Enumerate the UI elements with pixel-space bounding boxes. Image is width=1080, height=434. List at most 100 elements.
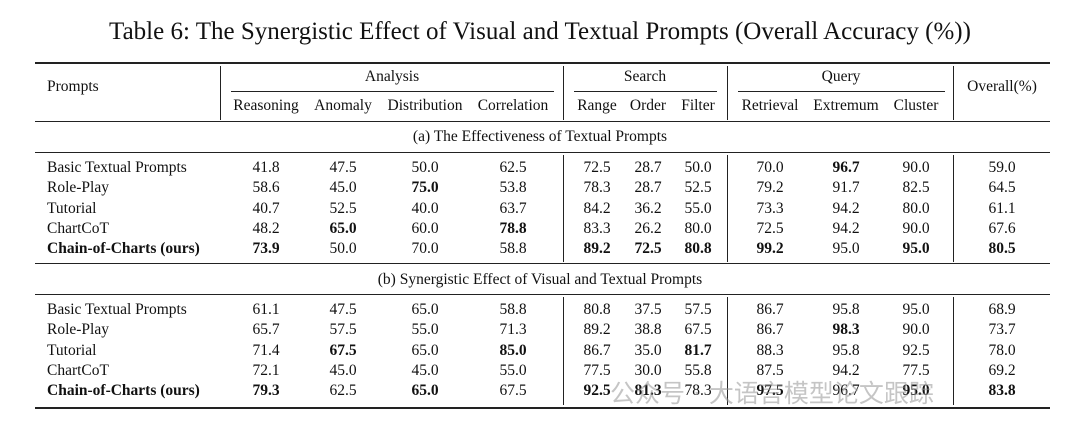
table-cell: 58.8 — [499, 240, 527, 258]
table-cell: 36.2 — [634, 199, 662, 217]
table-cell: 79.3 — [252, 382, 280, 400]
row-label: Basic Textual Prompts — [47, 301, 187, 318]
section-a-rule — [35, 152, 1050, 153]
table-cell: 50.0 — [684, 159, 712, 176]
table-cell: 90.0 — [902, 321, 930, 339]
table-cell: 45.0 — [329, 361, 357, 379]
group-query: Query — [821, 68, 861, 85]
table-cell: 69.2 — [988, 361, 1016, 379]
table-cell: 53.8 — [499, 179, 527, 197]
table-cell: 26.2 — [634, 219, 662, 237]
table-cell: 65.7 — [252, 321, 280, 339]
table-cell: 86.7 — [756, 301, 784, 318]
table-cell: 68.9 — [988, 301, 1016, 318]
table-cell: 90.0 — [902, 219, 930, 237]
table-cell: 73.9 — [252, 240, 280, 258]
header-divider — [727, 66, 728, 120]
analysis-underline — [231, 91, 554, 92]
table-cell: 95.8 — [832, 341, 860, 359]
table-cell: 55.0 — [411, 321, 439, 339]
col-anomaly: Anomaly — [314, 97, 372, 114]
table-cell: 67.5 — [499, 382, 527, 400]
table-cell: 45.0 — [329, 179, 357, 197]
group-search: Search — [623, 68, 667, 85]
table-cell: 67.5 — [329, 341, 357, 359]
table-cell: 55.0 — [684, 199, 712, 217]
table-cell: 78.3 — [583, 179, 611, 197]
table-cell: 78.8 — [499, 219, 527, 237]
table-cell: 61.1 — [988, 199, 1016, 217]
table-cell: 78.0 — [988, 341, 1016, 359]
table-cell: 30.0 — [634, 361, 662, 379]
group-analysis: Analysis — [364, 68, 420, 85]
table-cell: 62.5 — [499, 159, 527, 176]
table-cell: 72.1 — [252, 361, 280, 379]
table-cell: 47.5 — [329, 159, 357, 176]
column-divider — [953, 297, 954, 405]
table-cell: 86.7 — [756, 321, 784, 339]
row-label: Role-Play — [47, 321, 109, 339]
table-cell: 91.7 — [832, 179, 860, 197]
bottom-rule — [35, 407, 1050, 409]
header-divider — [220, 66, 221, 120]
table-cell: 81.7 — [684, 341, 712, 359]
table-cell: 52.5 — [329, 199, 357, 217]
top-rule — [35, 62, 1050, 64]
table-cell: 50.0 — [411, 159, 439, 176]
column-divider — [563, 297, 564, 405]
table-cell: 80.8 — [583, 301, 611, 318]
table-cell: 82.5 — [902, 179, 930, 197]
column-divider — [953, 155, 954, 262]
column-divider — [727, 155, 728, 262]
table-cell: 95.0 — [902, 382, 930, 400]
table-cell: 92.5 — [902, 341, 930, 359]
table-cell: 75.0 — [411, 179, 439, 197]
table-cell: 61.1 — [252, 301, 280, 318]
table-cell: 45.0 — [411, 361, 439, 379]
table-cell: 65.0 — [411, 382, 439, 400]
header-overall: Overall(%) — [967, 78, 1037, 95]
table-cell: 73.7 — [988, 321, 1016, 339]
header-prompts: Prompts — [47, 78, 99, 95]
table-cell: 95.0 — [902, 240, 930, 258]
table-cell: 57.5 — [329, 321, 357, 339]
table-cell: 99.2 — [756, 240, 784, 258]
table-cell: 80.5 — [988, 240, 1016, 258]
table-cell: 80.0 — [902, 199, 930, 217]
table-cell: 96.7 — [832, 159, 860, 176]
table-cell: 95.0 — [832, 240, 860, 258]
col-range: Range — [577, 97, 617, 114]
table-cell: 87.5 — [756, 361, 784, 379]
table-cell: 64.5 — [988, 179, 1016, 197]
table-cell: 57.5 — [684, 301, 712, 318]
table-cell: 83.3 — [583, 219, 611, 237]
header-divider — [953, 66, 954, 120]
table-cell: 94.2 — [832, 199, 860, 217]
table-cell: 83.8 — [988, 382, 1016, 400]
row-label: ChartCoT — [47, 219, 109, 237]
table-cell: 58.8 — [499, 301, 527, 318]
row-label: Basic Textual Prompts — [47, 159, 187, 176]
row-label: Chain-of-Charts (ours) — [47, 240, 200, 258]
table-cell: 65.0 — [411, 341, 439, 359]
row-label: Chain-of-Charts (ours) — [47, 382, 200, 400]
table-cell: 40.7 — [252, 199, 280, 217]
table-cell: 38.8 — [634, 321, 662, 339]
table-cell: 65.0 — [329, 219, 357, 237]
col-extremum: Extremum — [813, 97, 879, 114]
col-order: Order — [629, 97, 667, 114]
midrule — [35, 263, 1050, 264]
table-cell: 60.0 — [411, 219, 439, 237]
table-cell: 89.2 — [583, 240, 611, 258]
table-cell: 79.2 — [756, 179, 784, 197]
table-cell: 81.3 — [634, 382, 662, 400]
table-cell: 97.5 — [756, 382, 784, 400]
table-cell: 72.5 — [634, 240, 662, 258]
table-cell: 71.3 — [499, 321, 527, 339]
table-cell: 96.7 — [832, 382, 860, 400]
table-cell: 89.2 — [583, 321, 611, 339]
query-underline — [738, 91, 945, 92]
table-cell: 55.0 — [499, 361, 527, 379]
table-cell: 85.0 — [499, 341, 527, 359]
